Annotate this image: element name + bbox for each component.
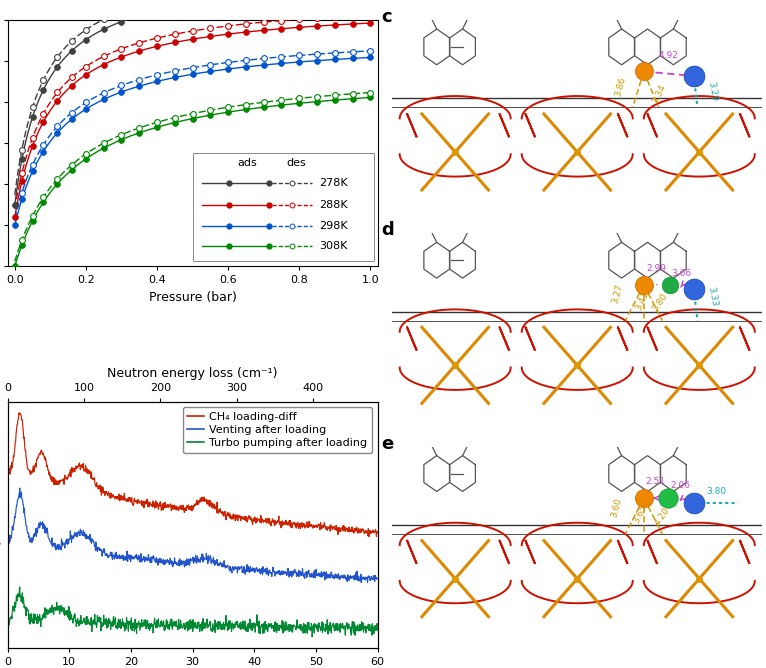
Text: 3.60: 3.60: [609, 496, 623, 518]
Text: 4.20: 4.20: [653, 506, 672, 527]
Text: 3.34: 3.34: [651, 83, 668, 105]
Legend: CH₄ loading-diff, Venting after loading, Turbo pumping after loading: CH₄ loading-diff, Venting after loading,…: [183, 407, 372, 453]
Text: 3.80: 3.80: [651, 292, 670, 314]
Text: 4.92: 4.92: [659, 51, 679, 60]
Text: 3.86: 3.86: [614, 76, 627, 98]
Text: 3.33: 3.33: [707, 285, 719, 307]
Text: 3.27: 3.27: [611, 283, 625, 305]
Text: 3.80: 3.80: [706, 487, 726, 496]
Text: 2.99: 2.99: [647, 265, 666, 273]
Text: c: c: [381, 8, 392, 26]
Text: 3.41: 3.41: [633, 289, 650, 311]
Text: 3.65: 3.65: [632, 503, 649, 525]
Text: 3.66: 3.66: [672, 269, 692, 278]
Text: 3.29: 3.29: [707, 81, 719, 102]
Y-axis label: S (Q,ω) (a.u.): S (Q,ω) (a.u.): [0, 483, 2, 566]
Text: e: e: [381, 435, 394, 453]
X-axis label: Pressure (bar): Pressure (bar): [149, 291, 237, 304]
Text: 2.51: 2.51: [646, 477, 666, 486]
Text: d: d: [381, 221, 394, 239]
X-axis label: Neutron energy loss (cm⁻¹): Neutron energy loss (cm⁻¹): [107, 367, 278, 380]
Text: 2.06: 2.06: [671, 482, 691, 490]
